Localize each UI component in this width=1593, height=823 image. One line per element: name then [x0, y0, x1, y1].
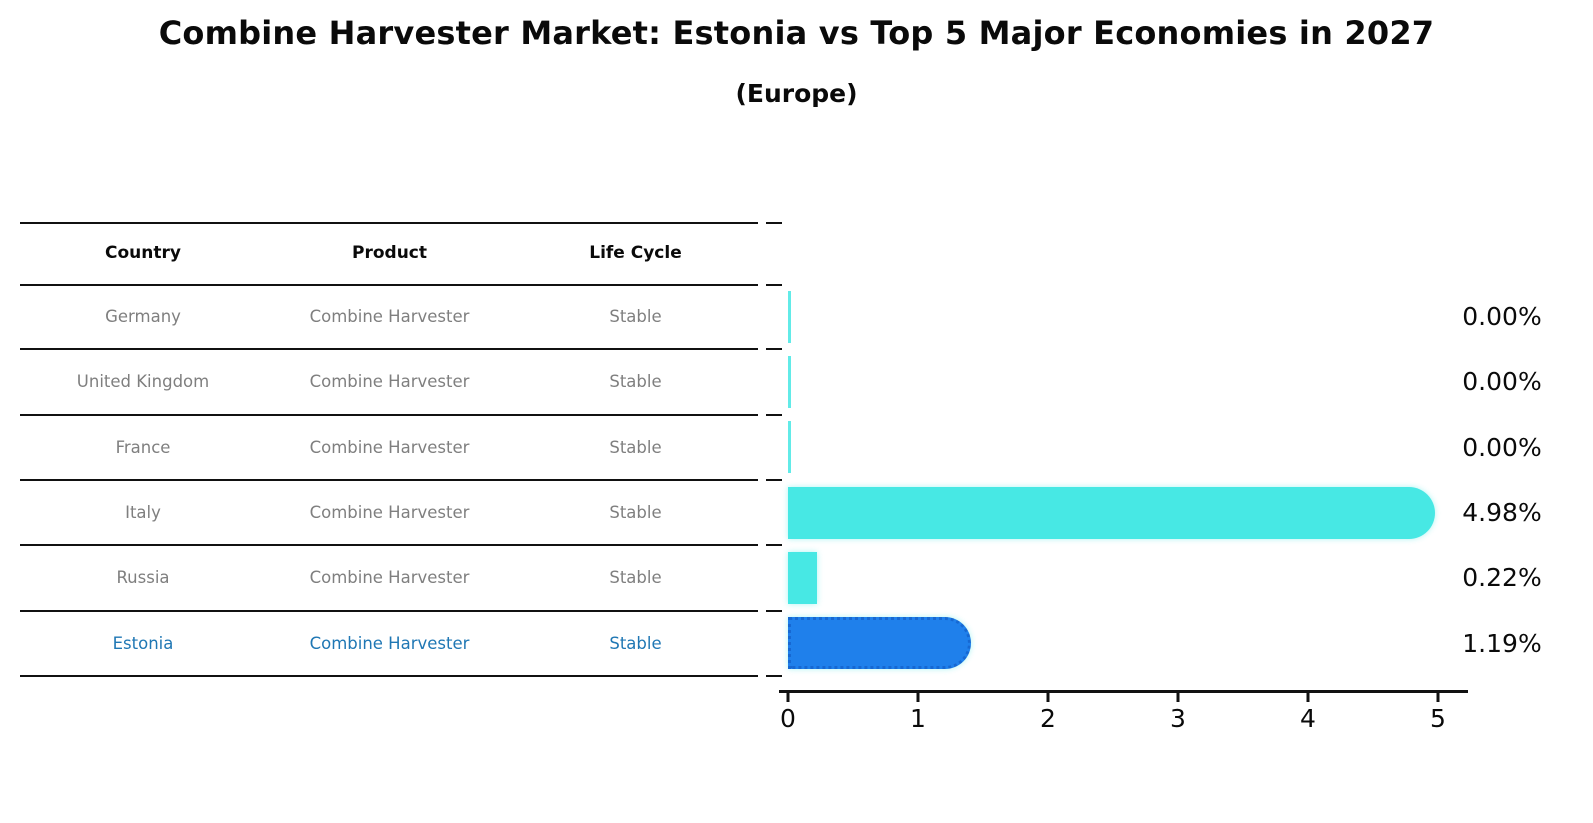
table-row: United Kingdom Combine Harvester Stable …: [0, 349, 1593, 416]
table-row: Russia Combine Harvester Stable 0.22%: [0, 545, 1593, 612]
bar-slot: [779, 284, 1468, 349]
x-axis: 0 1 2 3 4 5: [779, 690, 1468, 736]
market-share-bar: [788, 355, 791, 408]
market-share-bar: [788, 551, 817, 604]
market-share-bar: [788, 290, 791, 343]
table-row: France Combine Harvester Stable 0.00%: [0, 415, 1593, 481]
bar-slot: [779, 415, 1468, 480]
value-label: 0.22%: [1462, 563, 1542, 593]
country-cell: Italy: [125, 503, 161, 523]
value-label: 0.00%: [1462, 367, 1542, 397]
product-cell: Combine Harvester: [309, 503, 470, 523]
row-divider: [20, 478, 758, 481]
table-row: Italy Combine Harvester Stable 4.98%: [0, 480, 1593, 547]
x-axis-tick-label: 3: [1170, 704, 1186, 733]
x-axis-spine: [779, 690, 1468, 693]
x-axis-tick: [786, 693, 790, 702]
country-cell: Estonia: [112, 633, 174, 653]
row-divider: [20, 674, 758, 677]
bar-slot: [779, 349, 1468, 414]
x-axis-tick-label: 5: [1430, 704, 1446, 733]
chart-subtitle: (Europe): [735, 79, 858, 108]
row-divider-stub: [766, 348, 782, 351]
life-cycle-cell: Stable: [609, 633, 662, 653]
bar-slot: [779, 480, 1468, 545]
bar-slot: [779, 611, 1468, 676]
life-cycle-cell: Stable: [609, 372, 662, 392]
value-label: 1.19%: [1462, 628, 1542, 658]
value-label: 4.98%: [1462, 498, 1542, 528]
x-axis-tick: [1436, 693, 1440, 702]
table-row: Germany Combine Harvester Stable 0.00%: [0, 284, 1593, 351]
x-axis-tick-label: 4: [1300, 704, 1316, 733]
row-divider-stub: [766, 413, 782, 416]
life-cycle-cell: Stable: [609, 503, 662, 523]
market-share-bar: [788, 421, 791, 474]
row-divider: [20, 348, 758, 351]
row-divider: [20, 609, 758, 612]
x-axis-tick-label: 2: [1040, 704, 1056, 733]
table-top-border-stub: [766, 222, 782, 224]
life-cycle-cell: Stable: [609, 307, 662, 327]
x-axis-tick: [1176, 693, 1180, 702]
row-divider-stub: [766, 609, 782, 612]
country-cell: United Kingdom: [76, 372, 210, 392]
product-cell: Combine Harvester: [309, 372, 470, 392]
x-axis-tick: [1306, 693, 1310, 702]
life-cycle-cell: Stable: [609, 568, 662, 588]
table-top-border: [20, 222, 758, 224]
row-divider-stub: [766, 674, 782, 677]
value-label: 0.00%: [1462, 432, 1542, 462]
table-header-row: Country Product Life Cycle: [0, 222, 1593, 284]
country-cell: France: [115, 437, 171, 457]
table-header-border-stub: [766, 284, 782, 286]
table-header-border: [20, 284, 758, 286]
life-cycle-cell: Stable: [609, 437, 662, 457]
market-share-bar: [788, 486, 1436, 539]
column-header-country: Country: [105, 243, 181, 263]
product-cell: Combine Harvester: [309, 568, 470, 588]
product-cell: Combine Harvester: [309, 633, 470, 653]
market-share-bar: [788, 617, 971, 670]
product-cell: Combine Harvester: [309, 307, 470, 327]
row-divider-stub: [766, 544, 782, 547]
row-divider-stub: [766, 478, 782, 481]
row-divider: [20, 413, 758, 416]
bar-slot: [779, 545, 1468, 610]
column-header-lifecycle: Life Cycle: [589, 243, 682, 263]
value-label: 0.00%: [1462, 302, 1542, 332]
x-axis-tick: [916, 693, 920, 702]
row-divider: [20, 544, 758, 547]
product-cell: Combine Harvester: [309, 437, 470, 457]
chart-title: Combine Harvester Market: Estonia vs Top…: [158, 14, 1435, 52]
column-header-product: Product: [352, 243, 427, 263]
x-axis-tick-label: 1: [910, 704, 926, 733]
country-cell: Germany: [105, 307, 181, 327]
country-cell: Russia: [116, 568, 170, 588]
x-axis-tick-label: 0: [780, 704, 796, 733]
table-row: Estonia Combine Harvester Stable 1.19%: [0, 611, 1593, 677]
x-axis-tick: [1046, 693, 1050, 702]
